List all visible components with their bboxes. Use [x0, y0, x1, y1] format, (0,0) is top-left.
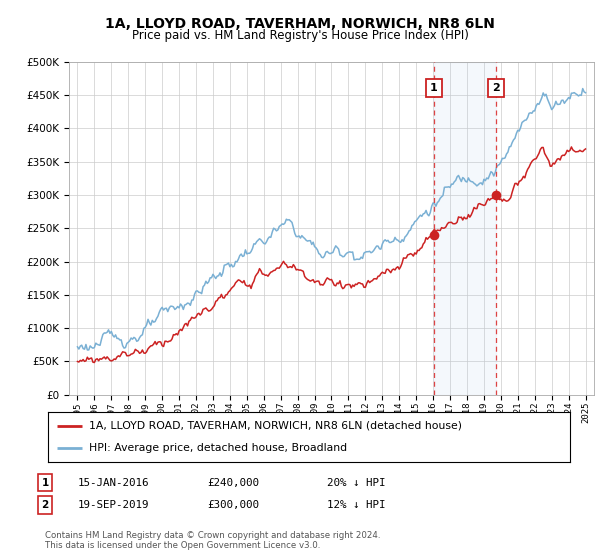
Text: Price paid vs. HM Land Registry's House Price Index (HPI): Price paid vs. HM Land Registry's House …: [131, 29, 469, 42]
Text: 1A, LLOYD ROAD, TAVERHAM, NORWICH, NR8 6LN: 1A, LLOYD ROAD, TAVERHAM, NORWICH, NR8 6…: [105, 17, 495, 31]
Text: 2: 2: [41, 500, 49, 510]
Text: 1: 1: [41, 478, 49, 488]
Text: HPI: Average price, detached house, Broadland: HPI: Average price, detached house, Broa…: [89, 444, 347, 454]
Text: 2: 2: [492, 83, 500, 94]
Text: 20% ↓ HPI: 20% ↓ HPI: [327, 478, 386, 488]
Text: 1: 1: [430, 83, 437, 94]
Text: 19-SEP-2019: 19-SEP-2019: [78, 500, 149, 510]
Text: Contains HM Land Registry data © Crown copyright and database right 2024.
This d: Contains HM Land Registry data © Crown c…: [45, 531, 380, 550]
Text: £240,000: £240,000: [207, 478, 259, 488]
Text: 15-JAN-2016: 15-JAN-2016: [78, 478, 149, 488]
Text: 1A, LLOYD ROAD, TAVERHAM, NORWICH, NR8 6LN (detached house): 1A, LLOYD ROAD, TAVERHAM, NORWICH, NR8 6…: [89, 421, 462, 431]
Text: 12% ↓ HPI: 12% ↓ HPI: [327, 500, 386, 510]
Text: £300,000: £300,000: [207, 500, 259, 510]
Bar: [434, 62, 496, 395]
